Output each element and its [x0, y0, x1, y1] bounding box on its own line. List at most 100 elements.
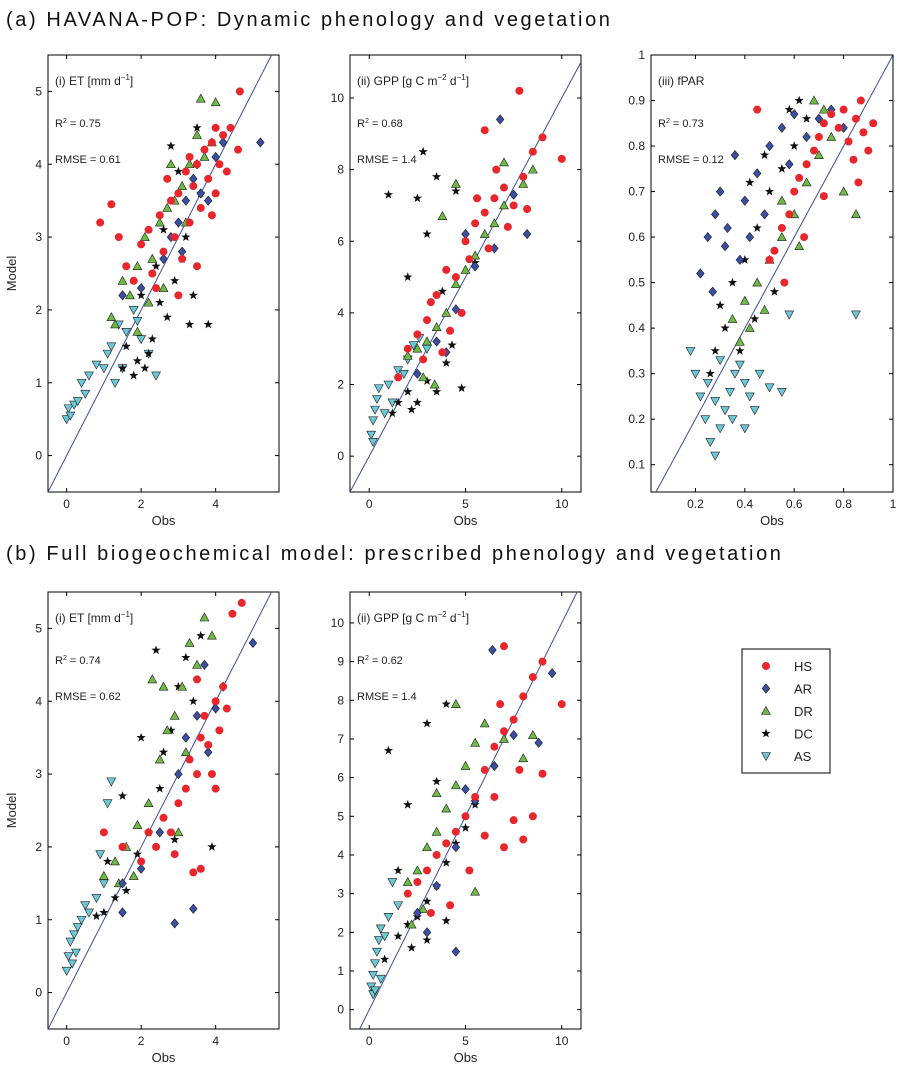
y-tick-label: 0.2 — [628, 412, 645, 426]
data-point — [181, 232, 191, 241]
data-point — [76, 378, 87, 388]
data-point — [393, 865, 403, 875]
data-point — [169, 710, 180, 720]
data-point — [196, 630, 206, 640]
data-point — [834, 123, 843, 132]
data-point — [484, 244, 493, 253]
data-point — [192, 659, 202, 669]
data-point — [413, 878, 422, 887]
data-point — [509, 816, 518, 825]
data-point — [465, 866, 474, 875]
data-point — [199, 612, 210, 622]
data-point — [204, 740, 213, 749]
data-point — [211, 703, 220, 714]
panel-label: (ii) GPP [g C m−2 d−1] — [357, 73, 469, 88]
data-point — [132, 261, 143, 271]
data-point — [785, 210, 794, 219]
data-point — [426, 908, 435, 917]
data-point — [441, 699, 451, 709]
data-point — [450, 178, 461, 188]
data-point — [181, 652, 191, 662]
data-point — [527, 164, 538, 174]
data-point — [140, 363, 150, 373]
data-point — [500, 183, 508, 192]
data-point — [379, 932, 390, 942]
data-point — [117, 275, 128, 285]
series-as — [61, 777, 117, 976]
data-point — [412, 343, 423, 353]
data-point — [426, 298, 435, 307]
data-point — [814, 132, 823, 141]
data-point — [139, 231, 150, 241]
y-tick-label: 6 — [337, 234, 344, 248]
data-point — [690, 369, 701, 379]
series-hs — [753, 96, 878, 287]
label-text: d — [447, 611, 457, 625]
data-point — [129, 276, 138, 285]
data-point — [387, 408, 397, 418]
data-point — [122, 262, 131, 271]
data-point — [685, 347, 696, 357]
data-point — [422, 935, 432, 944]
r2-symbol: R — [658, 118, 666, 130]
data-point — [181, 732, 191, 743]
series-dr — [402, 699, 538, 929]
data-point — [200, 711, 209, 720]
y-tick-label: 10 — [331, 616, 345, 630]
one-to-one-line — [47, 591, 272, 1030]
data-point — [412, 193, 422, 203]
panel-label: (ii) GPP [g C m−2 d−1] — [357, 610, 469, 625]
data-point — [423, 316, 431, 325]
data-point — [451, 827, 460, 836]
data-point — [745, 177, 755, 187]
plot-frame — [650, 54, 894, 493]
data-point — [447, 340, 457, 350]
data-point — [412, 865, 423, 875]
legend: HS AR DR DC AS — [741, 648, 831, 774]
legend-marker-dc — [761, 728, 771, 738]
r2-symbol: R — [55, 655, 63, 667]
r2-symbol: R — [357, 655, 365, 667]
data-point — [759, 304, 770, 314]
data-point — [422, 336, 432, 346]
data-point — [144, 828, 153, 837]
data-point — [519, 172, 528, 181]
data-point — [192, 129, 202, 139]
data-point — [499, 200, 509, 210]
data-point — [189, 868, 198, 877]
label-text: ] — [130, 74, 133, 88]
data-point — [851, 114, 860, 123]
y-tick-label: 1 — [337, 964, 344, 978]
data-point — [780, 278, 789, 287]
data-point — [839, 105, 848, 114]
data-point — [710, 346, 720, 355]
data-point — [189, 182, 198, 191]
series-hs — [99, 598, 246, 877]
data-point — [441, 915, 451, 925]
data-point — [383, 189, 394, 199]
data-point — [441, 857, 451, 867]
r2-stat: R2 = 0.68 — [357, 118, 403, 130]
label-text: d — [447, 74, 457, 88]
data-point — [147, 253, 158, 263]
x-tick-label: 0 — [366, 1034, 373, 1048]
data-point — [170, 275, 180, 285]
data-point — [523, 205, 532, 214]
data-point — [705, 368, 715, 378]
data-point — [152, 842, 161, 851]
data-point — [368, 416, 379, 426]
r2-value: = 0.75 — [67, 118, 101, 130]
data-point — [118, 907, 127, 918]
data-point — [65, 411, 76, 421]
data-point — [777, 122, 787, 133]
label-text: ] — [466, 611, 469, 625]
series-as — [61, 306, 161, 425]
data-point — [137, 857, 146, 866]
data-point — [413, 368, 422, 379]
data-point — [450, 780, 461, 790]
data-point — [776, 388, 787, 397]
data-point — [490, 742, 499, 751]
data-point — [527, 729, 538, 739]
data-point — [403, 386, 413, 396]
